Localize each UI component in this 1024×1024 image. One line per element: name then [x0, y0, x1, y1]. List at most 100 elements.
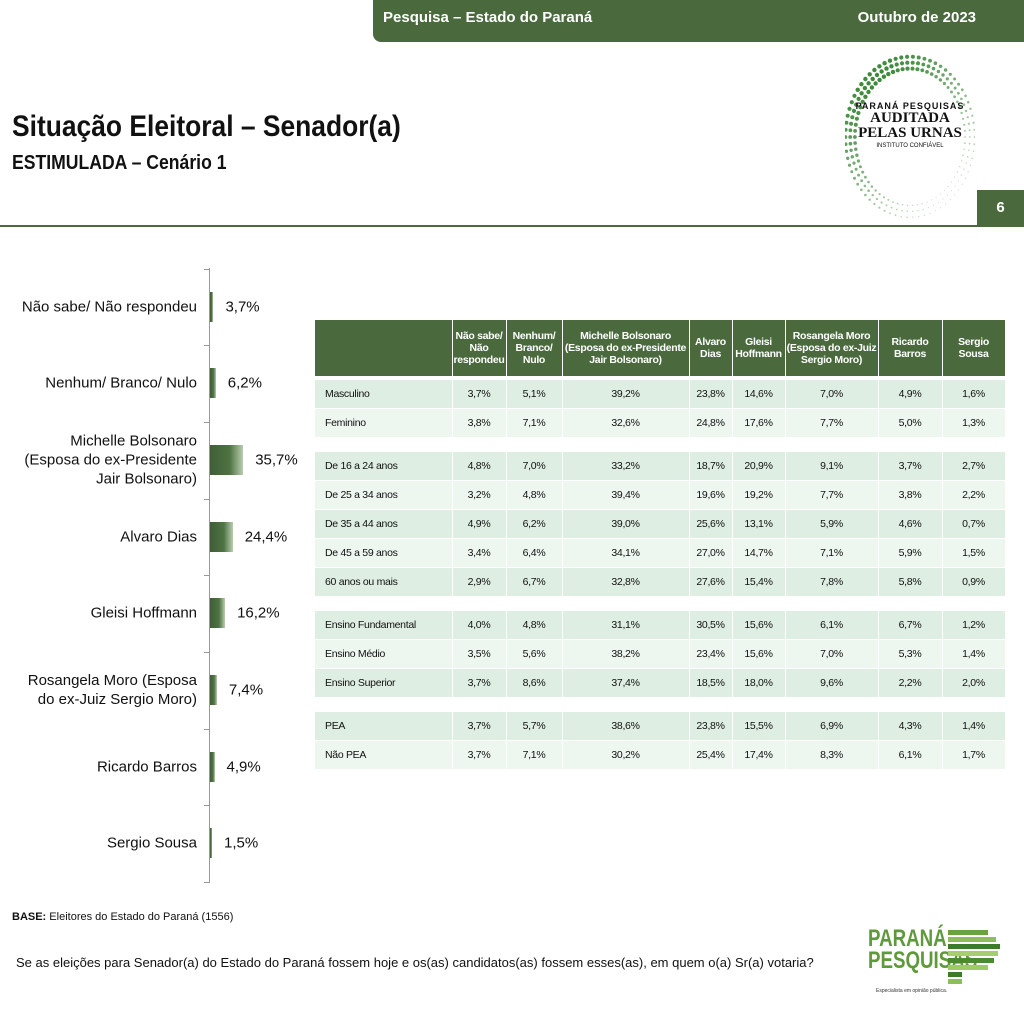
column-header: Ricardo Barros — [878, 320, 943, 376]
table-cell: 3,4% — [452, 538, 507, 568]
table-cell: 8,3% — [785, 740, 879, 770]
category-label: Michelle Bolsonaro (Esposa do ex-Preside… — [24, 432, 197, 488]
row-label: Masculino — [315, 379, 453, 409]
category-label: Alvaro Dias — [120, 528, 197, 546]
table-cell: 2,0% — [942, 668, 1006, 698]
table-cell: 4,9% — [878, 379, 943, 409]
column-header: Nenhum/ Branco/ Nulo — [506, 320, 563, 376]
table-cell: 34,1% — [562, 538, 690, 568]
table-cell: 3,7% — [452, 740, 507, 770]
table-cell: 7,1% — [506, 408, 563, 438]
page-subtitle: ESTIMULADA – Cenário 1 — [12, 152, 227, 174]
table-cell: 7,0% — [785, 639, 879, 669]
table-cell: 4,6% — [878, 509, 943, 539]
header-bar: Pesquisa – Estado do Paraná Outubro de 2… — [373, 0, 1024, 42]
table-cell: 5,9% — [785, 509, 879, 539]
table-cell: 0,7% — [942, 509, 1006, 539]
table-cell: 2,7% — [942, 451, 1006, 481]
column-header — [315, 320, 453, 376]
table-cell: 6,1% — [785, 610, 879, 640]
table-row: De 45 a 59 anos 3,4% 6,4% 34,1% 27,0% 14,7% 7,… — [315, 538, 1006, 568]
seal-line1: PARANÁ PESQUISAS — [855, 101, 965, 111]
axis-tick — [204, 805, 209, 806]
axis-tick — [204, 345, 209, 346]
table-cell: 3,7% — [452, 711, 507, 741]
seal-line3: PELAS URNAS — [858, 125, 962, 141]
table-cell: 3,2% — [452, 480, 507, 510]
table-cell: 27,0% — [689, 538, 733, 568]
table-cell: 15,6% — [732, 639, 786, 669]
table-cell: 6,7% — [506, 567, 563, 597]
table-cell: 2,2% — [942, 480, 1006, 510]
row-label: De 16 a 24 anos — [315, 451, 453, 481]
page-number: 6 — [977, 190, 1024, 226]
table-row: Ensino Fundamental 4,0% 4,8% 31,1% 30,5% 15,6… — [315, 610, 1006, 640]
table-cell: 20,9% — [732, 451, 786, 481]
table-cell: 37,4% — [562, 668, 690, 698]
table-cell: 5,6% — [506, 639, 563, 669]
table-cell: 7,7% — [785, 480, 879, 510]
table-cell: 3,7% — [878, 451, 943, 481]
table-cell: 1,6% — [942, 379, 1006, 409]
column-header: Gleisi Hoffmann — [732, 320, 786, 376]
table-cell: 17,4% — [732, 740, 786, 770]
table-cell: 4,3% — [878, 711, 943, 741]
category-label: Gleisi Hoffmann — [90, 604, 197, 622]
bar — [210, 675, 217, 705]
table-cell: 6,1% — [878, 740, 943, 770]
seal-line2: AUDITADA — [870, 110, 950, 126]
data-label: 24,4% — [244, 528, 288, 546]
axis-tick — [204, 269, 209, 270]
axis-tick — [204, 729, 209, 730]
divider — [0, 225, 1024, 227]
table-cell: 4,9% — [452, 509, 507, 539]
table-cell: 25,4% — [689, 740, 733, 770]
row-label: PEA — [315, 711, 453, 741]
row-label: Ensino Médio — [315, 639, 453, 669]
table-cell: 30,5% — [689, 610, 733, 640]
row-label: 60 anos ou mais — [315, 567, 453, 597]
table-cell: 3,7% — [452, 379, 507, 409]
logo-stripes-icon — [948, 930, 1000, 984]
table-cell: 9,6% — [785, 668, 879, 698]
table-cell: 39,0% — [562, 509, 690, 539]
table-cell: 2,9% — [452, 567, 507, 597]
column-header: Alvaro Dias — [689, 320, 733, 376]
table-row: Feminino 3,8% 7,1% 32,6% 24,8% 17,6% 7,7% 5,0% 1… — [315, 408, 1006, 438]
axis-tick — [204, 422, 209, 423]
table-cell: 5,3% — [878, 639, 943, 669]
table-cell: 39,2% — [562, 379, 690, 409]
table-cell: 18,7% — [689, 451, 733, 481]
seal-logo — [845, 54, 975, 218]
table-cell: 15,4% — [732, 567, 786, 597]
category-label: Nenhum/ Branco/ Nulo — [45, 374, 197, 392]
row-label: Ensino Fundamental — [315, 610, 453, 640]
bar — [210, 828, 212, 858]
logo-tagline: Especialista em opinião pública. — [876, 988, 948, 994]
table-cell: 7,7% — [785, 408, 879, 438]
data-label: 3,7% — [225, 298, 260, 316]
table-cell: 1,3% — [942, 408, 1006, 438]
table-row: Ensino Médio 3,5% 5,6% 38,2% 23,4% 15,6% 7,0% 5… — [315, 639, 1006, 669]
table-cell: 5,9% — [878, 538, 943, 568]
table-row: Masculino 3,7% 5,1% 39,2% 23,8% 14,6% 7,0% 4,9%… — [315, 379, 1006, 409]
table-cell: 6,7% — [878, 610, 943, 640]
row-label: De 45 a 59 anos — [315, 538, 453, 568]
base-note: BASE: Eleitores do Estado do Paraná (155… — [12, 911, 233, 923]
axis-tick — [204, 652, 209, 653]
row-label: De 25 a 34 anos — [315, 480, 453, 510]
data-label: 16,2% — [237, 604, 280, 622]
table-row: Ensino Superior 3,7% 8,6% 37,4% 18,5% 18,0% 9,… — [315, 668, 1006, 698]
table-cell: 1,7% — [942, 740, 1006, 770]
table-row: De 25 a 34 anos 3,2% 4,8% 39,4% 19,6% 19,2% 7,… — [315, 480, 1006, 510]
data-label: 7,4% — [228, 681, 264, 699]
table-cell: 7,1% — [506, 740, 563, 770]
table-cell: 0,9% — [942, 567, 1006, 597]
column-header: Rosangela Moro (Esposa do ex-Juiz Sergio… — [785, 320, 879, 376]
table-cell: 9,1% — [785, 451, 879, 481]
table-cell: 4,8% — [506, 480, 563, 510]
table-cell: 1,4% — [942, 639, 1006, 669]
table-cell: 6,2% — [506, 509, 563, 539]
table-header: Não sabe/ Não respondeu Nenhum/ Branco/ N… — [315, 320, 1006, 376]
table-cell: 23,8% — [689, 379, 733, 409]
